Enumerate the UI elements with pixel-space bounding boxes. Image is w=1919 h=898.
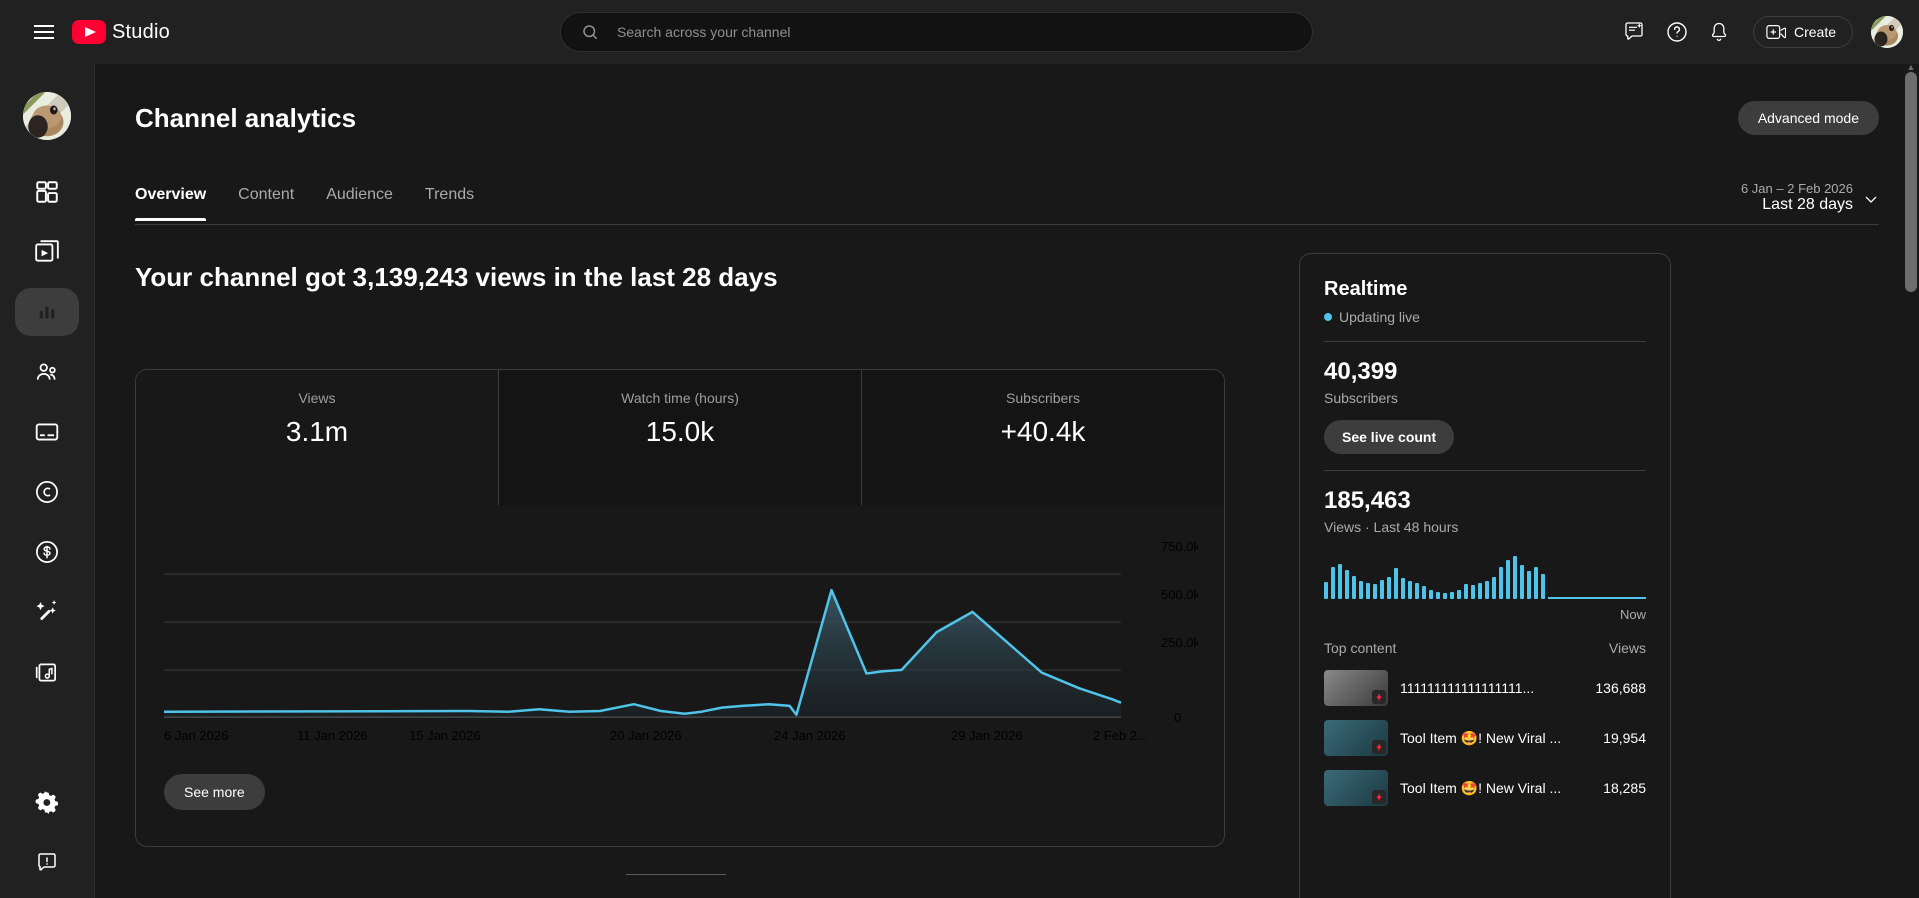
svg-text:250.0k: 250.0k [1161, 635, 1198, 650]
svg-text:2 Feb 2...: 2 Feb 2... [1093, 728, 1148, 743]
svg-text:20 Jan 2026: 20 Jan 2026 [610, 728, 682, 743]
svg-text:29 Jan 2026: 29 Jan 2026 [951, 728, 1023, 743]
svg-text:6 Jan 2026: 6 Jan 2026 [164, 728, 228, 743]
svg-text:500.0k: 500.0k [1161, 587, 1198, 602]
svg-text:11 Jan 2026: 11 Jan 2026 [297, 728, 368, 743]
svg-text:24 Jan 2026: 24 Jan 2026 [774, 728, 846, 743]
svg-text:0: 0 [1174, 710, 1181, 725]
svg-text:750.0k: 750.0k [1161, 539, 1198, 554]
svg-text:15 Jan 2026: 15 Jan 2026 [409, 728, 481, 743]
